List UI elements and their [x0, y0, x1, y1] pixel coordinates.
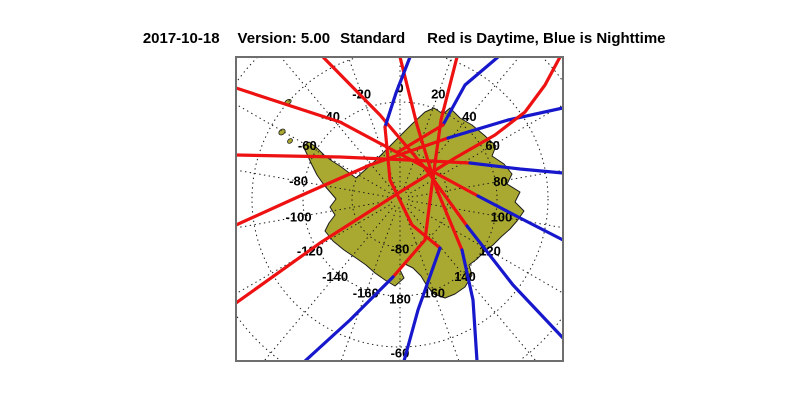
longitude-label: -60: [298, 138, 317, 153]
meridian-line: [340, 210, 397, 361]
longitude-label: 40: [462, 109, 476, 124]
map-canvas: 0 20406080100120140160180-160-140-120-100…: [236, 57, 563, 361]
meridian-line: [403, 57, 453, 188]
track-segment-day: [236, 86, 480, 198]
longitude-label: 20: [431, 86, 445, 101]
track-t9: [396, 57, 500, 154]
meridian-line: [411, 169, 563, 198]
longitude-label: -80: [289, 174, 308, 189]
track-segment-night: [476, 194, 563, 242]
longitude-label: -100: [286, 209, 312, 224]
longitude-label: 100: [491, 209, 513, 224]
track-t6: [398, 57, 479, 361]
title-legend: Red is Daytime, Blue is Nighttime: [427, 30, 666, 47]
map-frame: [235, 56, 564, 362]
meridian-line: [236, 200, 389, 229]
plot-title: 2017-10-18 Version: 5.00 Standard Red is Da…: [0, 13, 800, 47]
longitude-label: 0: [396, 81, 403, 96]
meridian-line: [403, 210, 460, 361]
latitude-circle: [302, 101, 498, 297]
track-segment-night: [465, 224, 563, 340]
longitude-label: 140: [454, 269, 476, 284]
title-version: Version: 5.00: [237, 30, 331, 47]
track-t7: [303, 57, 459, 361]
track-t4: [236, 57, 562, 305]
track-segment-day: [321, 57, 469, 228]
track-segment-day: [396, 123, 445, 154]
title-mode: Standard: [340, 30, 406, 47]
meridian-line: [347, 57, 397, 188]
meridian-line: [410, 204, 563, 294]
track-t8: [383, 57, 442, 361]
meridian-line: [280, 57, 393, 191]
longitude-label: 160: [423, 285, 445, 300]
track-segment-night: [383, 57, 412, 129]
longitude-label: 60: [485, 138, 499, 153]
track-segment-night: [441, 57, 500, 127]
title-date: 2017-10-18: [142, 30, 220, 47]
island-shape: [278, 128, 286, 136]
longitude-label: 80: [493, 174, 507, 189]
meridian-line: [236, 169, 389, 198]
track-t5: [321, 57, 563, 340]
latitude-circle: [251, 57, 549, 348]
latitude-label: -80: [391, 242, 410, 257]
ground-tracks: [236, 57, 563, 361]
meridian-line: [410, 104, 563, 194]
track-segment-night: [468, 161, 563, 175]
track-segment-night: [303, 275, 395, 361]
track-t1: [236, 86, 563, 242]
latitude-circle: [390, 189, 410, 209]
track-segment-day: [398, 57, 464, 252]
meridian-line: [407, 57, 520, 191]
longitude-label: 180: [389, 292, 411, 307]
mainland-shape: [302, 107, 525, 299]
meridian-line: [407, 207, 537, 361]
longitude-label: -140: [322, 269, 348, 284]
track-segment-night: [460, 248, 479, 361]
track-segment-day: [383, 125, 442, 250]
track-segment-night: [446, 106, 563, 140]
meridian-line: [263, 207, 393, 361]
meridian-line: [236, 103, 390, 194]
island-shape: [287, 138, 293, 144]
track-segment-day: [236, 57, 562, 305]
track-segment-day: [391, 57, 459, 279]
track-segment-night: [402, 246, 442, 361]
